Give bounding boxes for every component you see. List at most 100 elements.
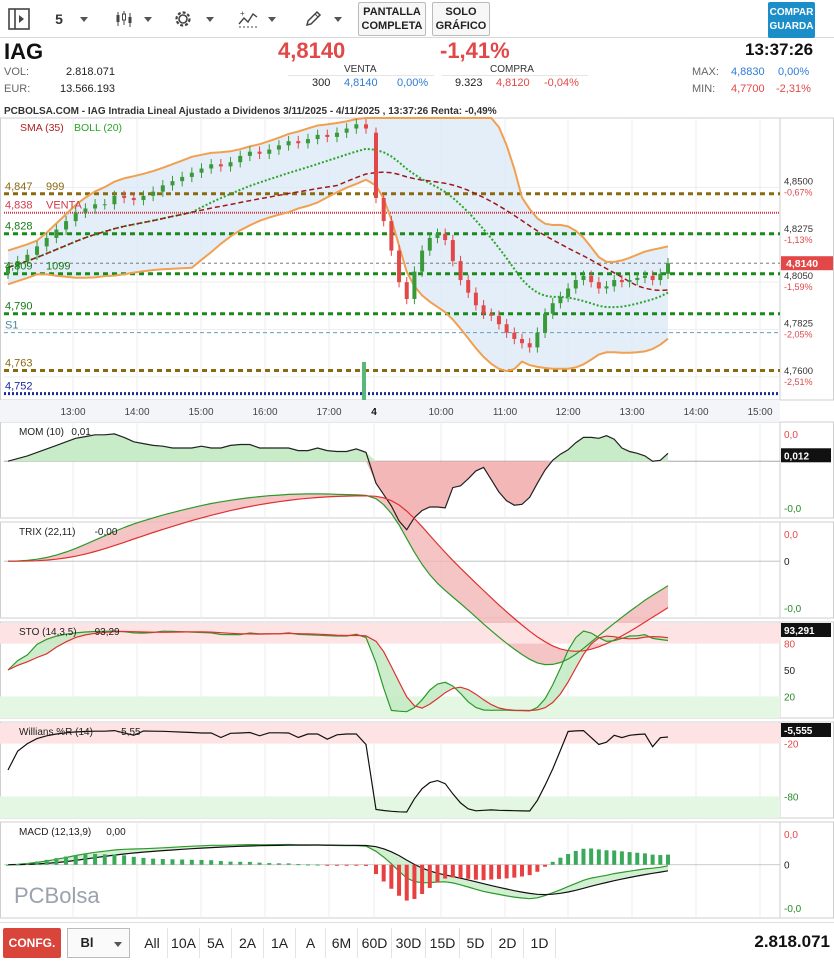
gear-icon[interactable]	[170, 6, 196, 32]
candles-icon[interactable]	[112, 6, 136, 32]
range-6m[interactable]: 6M	[326, 928, 358, 958]
bottom-bar: CONFG. Bl All 10A 5A 2A 1A A 6M 60D 30D 15D 5D 2D 1D…	[0, 922, 834, 963]
indicators-icon[interactable]: +	[236, 6, 260, 32]
chevron-down-icon[interactable]	[106, 928, 130, 958]
candle-body	[512, 332, 517, 339]
config-button[interactable]: CONFG.	[3, 928, 61, 958]
venta-label: VENTA	[344, 64, 377, 75]
indicator-name: TRIX (22,11)	[19, 527, 76, 538]
candle-body	[573, 280, 578, 289]
macd-histogram-bar	[267, 863, 272, 865]
candle-body	[199, 168, 204, 173]
range-15d[interactable]: 15D	[426, 928, 460, 958]
macd-histogram-bar	[650, 854, 655, 865]
range-5d[interactable]: 5D	[460, 928, 492, 958]
macd-histogram-bar	[286, 863, 291, 865]
range-1a[interactable]: 1A	[264, 928, 296, 958]
candle-body	[450, 240, 455, 262]
range-30d[interactable]: 30D	[392, 928, 426, 958]
macd-histogram-bar	[581, 848, 586, 865]
macd-histogram-bar	[397, 864, 402, 896]
chevron-down-icon[interactable]	[268, 17, 276, 22]
candle-body	[122, 195, 127, 198]
price-tick-label: 4,8500	[784, 176, 813, 187]
chevron-down-icon[interactable]	[144, 17, 152, 22]
oversold-zone	[0, 796, 780, 818]
macd-histogram-bar	[151, 858, 156, 865]
macd-histogram-bar	[64, 856, 69, 865]
share-save-label-1: COMPAR	[769, 7, 814, 18]
pencil-icon[interactable]	[302, 6, 324, 32]
candle-body	[180, 176, 185, 182]
candle-body	[209, 164, 214, 169]
macd-histogram-bar	[344, 864, 349, 866]
macd-histogram-bar	[658, 855, 663, 865]
price-tick-pct: -0,67%	[784, 187, 813, 197]
interval-selector[interactable]: 5	[55, 11, 63, 27]
mode-select[interactable]: Bl	[67, 928, 107, 958]
range-1d[interactable]: 1D	[524, 928, 556, 958]
macd-histogram-bar	[247, 861, 252, 865]
price-tick-label: 4,7825	[784, 319, 813, 330]
macd-tick-label: -0,0	[784, 904, 802, 915]
price-tick-label: 4,8275	[784, 224, 813, 235]
candle-body	[473, 292, 478, 306]
chevron-down-icon[interactable]	[80, 17, 88, 22]
range-a[interactable]: A	[296, 928, 326, 958]
chart-only-button[interactable]: SOLO GRÁFICO	[432, 2, 490, 36]
macd-histogram-bar	[102, 854, 107, 865]
macd-histogram-bar	[112, 854, 117, 865]
chevron-down-icon[interactable]	[334, 17, 342, 22]
chevron-down-icon[interactable]	[206, 17, 214, 22]
macd-histogram-bar	[635, 852, 640, 865]
candle-body	[642, 275, 647, 278]
level-extra-label: 999	[46, 181, 64, 193]
range-2a[interactable]: 2A	[232, 928, 264, 958]
macd-histogram-bar	[73, 855, 78, 865]
macd-histogram-bar	[666, 854, 670, 865]
range-60d[interactable]: 60D	[358, 928, 392, 958]
macd-histogram-bar	[364, 864, 368, 866]
time-tick-label: 12:00	[555, 407, 580, 418]
macd-histogram-bar	[481, 864, 486, 881]
candle-body	[443, 233, 448, 241]
candle-body	[435, 233, 440, 238]
range-10a[interactable]: 10A	[168, 928, 200, 958]
macd-histogram-bar	[404, 864, 409, 901]
eur-label: EUR:	[4, 83, 31, 95]
candle-body	[257, 151, 262, 154]
candle-body	[504, 324, 509, 333]
williams-tick-label: -80	[784, 792, 799, 803]
indicator-value: 0,01	[71, 427, 91, 438]
candle-body	[566, 288, 571, 297]
candle-body	[364, 124, 368, 129]
price-chart[interactable]: 13:00 14:00 15:00 16:00 17:00 4 10:00 11:00 12:0…	[0, 100, 834, 922]
candle-body	[458, 261, 463, 281]
sidebar-toggle-icon[interactable]	[6, 6, 32, 32]
macd-line	[7, 843, 669, 900]
fullscreen-label-2: COMPLETA	[361, 20, 423, 32]
fullscreen-button[interactable]: PANTALLA COMPLETA	[358, 2, 426, 36]
range-5a[interactable]: 5A	[200, 928, 232, 958]
range-2d[interactable]: 2D	[492, 928, 524, 958]
macd-histogram-bar	[228, 861, 233, 865]
legend-boll: BOLL (20)	[74, 122, 122, 134]
macd-histogram-bar	[489, 864, 494, 880]
share-save-button[interactable]: COMPAR GUARDA	[768, 2, 815, 38]
time-tick-label: 10:00	[428, 407, 453, 418]
price-tick-pct: -2,05%	[784, 330, 813, 340]
candle-body	[131, 197, 136, 201]
last-price: 4,8140	[278, 38, 346, 63]
indicator-name: STO (14,3,5)	[19, 627, 77, 638]
macd-histogram-bar	[325, 864, 330, 866]
level-label: 4,809	[5, 261, 33, 273]
range-all[interactable]: All	[137, 928, 168, 958]
eur-value: 13.566.193	[60, 83, 116, 95]
candle-body	[276, 145, 281, 150]
level-label: 4,790	[5, 301, 33, 313]
bollinger-upper-line	[7, 117, 669, 263]
macd-histogram-bar	[520, 864, 524, 877]
candle-body	[170, 181, 175, 186]
sto-d-line	[7, 630, 669, 712]
max-pct: 0,00%	[778, 66, 810, 78]
